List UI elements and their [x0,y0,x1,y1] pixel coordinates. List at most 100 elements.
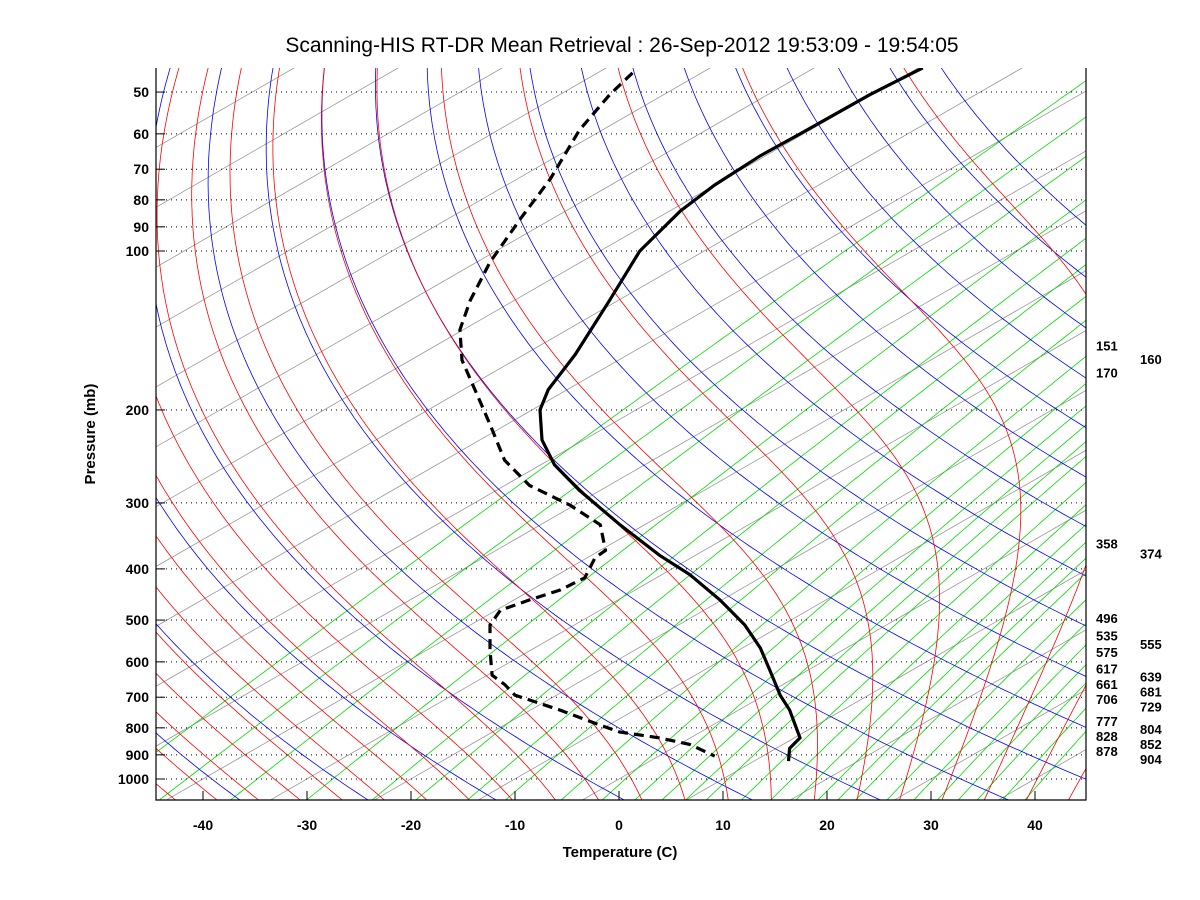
level-label: 496 [1096,611,1118,626]
isotherm-line [477,449,1086,800]
isotherm-line [156,68,399,208]
x-tick-label: 0 [615,817,623,833]
x-tick-label: -40 [193,817,213,833]
moist-adiabat-line [272,68,686,800]
dry-adiabat-line [156,496,497,800]
moist-adiabat-line [376,68,772,800]
dry-adiabat-line [207,68,754,800]
level-label: 617 [1096,661,1118,676]
y-tick-label: 600 [126,654,150,670]
dry-adiabat-line [265,68,882,800]
mixing-ratio-line [504,319,1086,800]
moist-adiabat-line [229,68,643,800]
x-tick-label: 10 [715,817,731,833]
y-tick-label: 500 [126,612,150,628]
isotherm-line [156,150,1086,687]
mixing-ratio-line [936,644,1086,800]
mixing-ratio-line [371,237,1086,800]
level-label: 170 [1096,366,1118,381]
isotherm-line [269,330,1086,800]
level-label: 575 [1096,645,1118,660]
isotherm-line [581,509,1086,800]
x-tick-label: -10 [505,817,525,833]
level-label: 358 [1096,536,1118,551]
level-label: 639 [1140,669,1162,684]
moist-adiabat-line [156,586,385,800]
y-axis-label: Pressure (mb) [82,384,99,485]
moist-adiabat-line [156,474,470,800]
mixing-ratio-line [634,405,1086,800]
moist-adiabat-line [156,394,513,800]
mixing-ratio-line [886,599,1086,800]
y-tick-label: 90 [133,219,149,235]
dry-adiabat-line [940,68,1086,226]
mixing-ratio-line [817,541,1086,800]
dry-adiabat-line [426,68,1086,728]
isotherm-line [373,389,1086,800]
y-tick-label: 60 [133,126,149,142]
mixing-ratio-line [560,355,1086,800]
moist-adiabat-line [156,672,301,800]
level-label: 729 [1140,700,1162,715]
x-tick-label: 20 [819,817,835,833]
dry-adiabat-line [478,68,1086,677]
level-label: 852 [1140,737,1162,752]
axes: 5060708090100200300400500600700800900100… [118,68,1087,833]
mixing-ratio-line [305,199,1086,800]
isotherm-line [789,629,1086,800]
dry-adiabat-line [683,68,1086,478]
moist-adiabat-line [441,68,818,800]
mixing-ratio-line [158,116,1086,800]
x-tick-label: -30 [297,817,317,833]
dry-adiabat-line [889,68,1086,278]
mixing-ratio-line [740,481,1086,800]
y-tick-label: 100 [126,243,150,259]
dry-adiabat-line [838,68,1086,329]
isotherm-line [156,90,1086,627]
x-tick-label: -20 [401,817,421,833]
dewpoint-profile-line [458,71,716,758]
moist-adiabat-line [617,68,941,800]
level-label: 878 [1096,744,1118,759]
mixing-ratio-line [229,155,1086,800]
moist-adiabat-line [191,68,600,800]
moist-adiabat-line [742,68,1022,800]
dry-adiabat-line [529,68,1086,627]
isotherm-line [685,569,1086,800]
chart-title: Scanning-HIS RT-DR Mean Retrieval : 26-S… [285,34,958,57]
y-tick-label: 700 [126,689,150,705]
mixing-ratio-line [415,263,1086,800]
mixing-ratio-line [770,504,1086,800]
moist-adiabat-line [903,68,1086,800]
y-tick-label: 200 [126,402,150,418]
mixing-ratio-line [913,622,1086,800]
temperature-profile-line [538,68,924,762]
profile-series [458,68,924,762]
moist-adiabat-line [0,41,64,811]
dry-adiabat-line [735,68,1086,429]
mixing-ratio-line [466,295,1086,800]
plot-frame [155,68,1087,801]
moist-adiabat-line [156,535,428,800]
y-tick-label: 300 [126,495,150,511]
level-label: 681 [1140,684,1162,699]
x-tick-label: 40 [1027,817,1043,833]
isotherm-line [165,270,1086,800]
mixing-ratio-line [156,80,1086,753]
mixing-ratio-line [837,557,1086,800]
background-lines [0,41,1086,811]
level-label: 706 [1096,692,1118,707]
x-tick-label: 30 [923,817,939,833]
moist-adiabat-line [519,68,874,800]
dry-adiabat-line [580,68,1086,577]
isotherm-line [156,210,1086,747]
level-label: 828 [1096,729,1118,744]
mixing-ratio-line [705,455,1086,800]
level-label: 151 [1096,338,1118,353]
x-axis-label: Temperature (C) [563,844,678,861]
moist-adiabat-line [321,68,729,800]
mixing-ratio-line [855,572,1086,800]
isotherm-line [156,68,607,328]
